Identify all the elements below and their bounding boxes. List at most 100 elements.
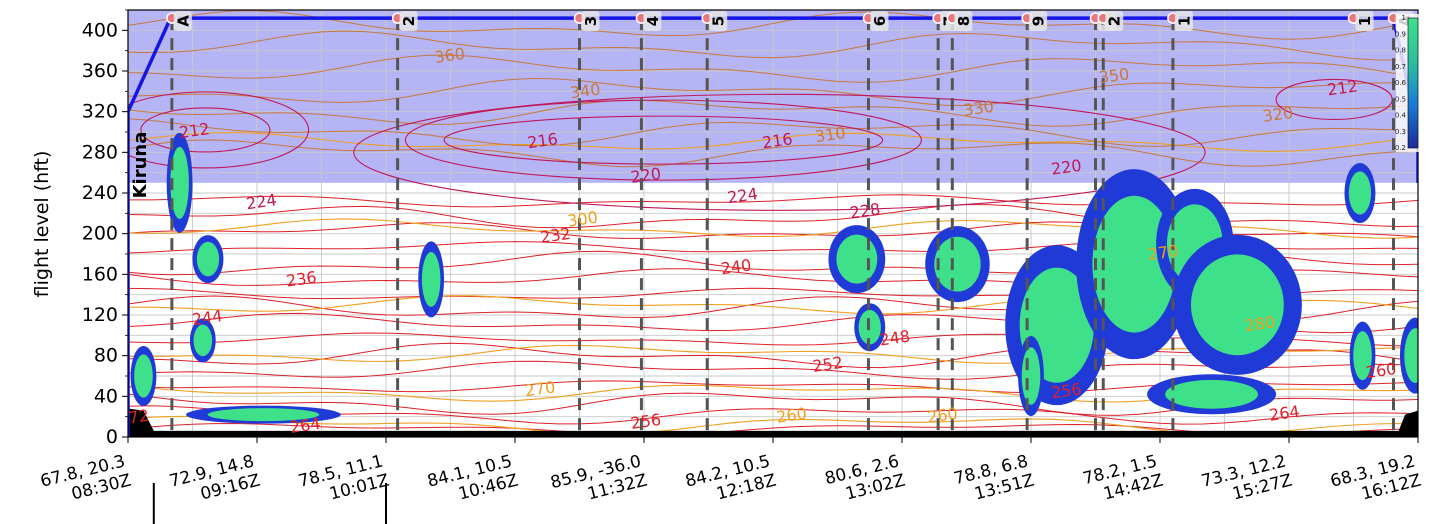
waypoint-label-bg — [399, 11, 418, 31]
isoline-label: 360 — [433, 44, 466, 67]
colorbar-tick-label: 0.6 — [1395, 79, 1407, 87]
isoline-label: 260 — [775, 404, 808, 427]
theta-isoline — [128, 131, 1418, 152]
isoline-label: 340 — [569, 79, 602, 102]
isoline-label: 260 — [1365, 359, 1398, 382]
temperature-isoline — [128, 360, 1418, 380]
y-tick-label: 360 — [82, 60, 118, 82]
contour-216 — [443, 115, 884, 165]
isoline-label: 236 — [285, 268, 318, 291]
waypoint-label: 5 — [710, 16, 728, 26]
theta-isoline-upper — [128, 77, 1418, 107]
isoline-label: 212 — [1326, 76, 1359, 99]
isoline-label: 232 — [539, 224, 572, 247]
temperature-isoline — [128, 405, 1418, 425]
y-tick-label: 160 — [82, 263, 118, 285]
isoline-label: 212 — [178, 119, 211, 142]
cloud-blob-core — [1404, 328, 1418, 384]
isoline-label: 350 — [1098, 64, 1131, 87]
isoline-label: 252 — [811, 353, 844, 376]
theta-isoline-upper — [128, 118, 1418, 147]
isoline-label: 224 — [245, 190, 278, 213]
contour-212 — [140, 107, 271, 153]
cloud-blob-core — [196, 241, 220, 277]
waypoint-label: 1 — [1356, 16, 1374, 26]
cloud-blob-core — [134, 354, 153, 398]
theta-isoline-upper — [128, 54, 1418, 83]
colorbar-tick-label: 0.8 — [1395, 47, 1406, 55]
colorbar-tick-label: 0.7 — [1395, 63, 1406, 71]
y-tick-label: 0 — [106, 426, 118, 448]
waypoint-label-bg — [954, 11, 973, 31]
waypoint-label-bg — [1174, 11, 1193, 31]
waypoint-label-bg — [1355, 11, 1374, 31]
cloud-blob-core — [1190, 254, 1284, 356]
colorbar-tick-label: 0.3 — [1395, 128, 1406, 136]
isoline-label: 330 — [962, 97, 995, 120]
waypoint-label: 6 — [871, 16, 889, 26]
colorbar-tick-label: 0.5 — [1395, 95, 1406, 103]
terrain — [128, 408, 1418, 437]
waypoint-label: 2 — [400, 16, 418, 26]
cloud-blob-core — [1353, 331, 1372, 381]
colorbar-tick-label: 0.2 — [1395, 144, 1406, 152]
y-tick-label: 320 — [82, 101, 118, 123]
colorbar-tick-label: 0.9 — [1395, 30, 1406, 38]
y-tick-label: 200 — [82, 223, 118, 245]
isoline-label: 300 — [566, 208, 599, 231]
contour-216 — [128, 91, 310, 169]
cloud-blob-core — [170, 146, 189, 219]
waypoint-label: 2 — [1106, 16, 1124, 26]
isoline-label: 248 — [878, 326, 911, 349]
waypoint-label-bg — [643, 11, 662, 31]
cloud-blob-core — [207, 408, 320, 422]
isoline-label: 256 — [1050, 379, 1083, 402]
isoline-label: 220 — [629, 164, 662, 187]
waypoint-label: 8 — [955, 16, 973, 26]
waypoint-label-bg — [173, 11, 192, 31]
isoline-label: 240 — [720, 255, 753, 278]
waypoint-label-bg — [709, 11, 728, 31]
isoline-label: 320 — [1261, 103, 1294, 126]
airport-label: Kiruna — [130, 132, 151, 199]
isoline-label: 244 — [191, 306, 224, 329]
y-tick-label: 400 — [82, 19, 118, 41]
cloud-blob-core — [1165, 379, 1259, 409]
waypoint-label-bg — [581, 11, 600, 31]
waypoint-label-bg — [1029, 11, 1048, 31]
isoline-label: 264 — [1268, 402, 1301, 425]
y-tick-label: 80 — [94, 345, 118, 367]
isoline-label: 216 — [526, 129, 559, 152]
isoline-label: 264 — [289, 414, 322, 437]
y-axis-label: flight level (hft) — [31, 151, 53, 298]
isoline-label: 256 — [629, 410, 662, 433]
colorbar-bar — [1407, 17, 1419, 149]
colorbar-tick-label: 0.4 — [1395, 112, 1407, 120]
isoline-label: 228 — [849, 199, 882, 222]
isoline-label: 280 — [1243, 312, 1276, 335]
cloud-blob-core — [934, 236, 981, 292]
contour-220 — [404, 99, 922, 181]
theta-isoline-upper — [128, 30, 1418, 61]
y-tick-label: 120 — [82, 304, 118, 326]
waypoint-label: A — [174, 15, 192, 27]
isoline-label: 270 — [524, 377, 557, 400]
contour-224 — [353, 93, 1206, 211]
isoline-label: 260 — [926, 404, 959, 427]
cloud-blob-core — [1092, 195, 1176, 333]
isoline-label: 224 — [726, 184, 759, 207]
waypoint-label: 4 — [644, 16, 662, 26]
theta-isoline-upper — [128, 10, 1418, 40]
waypoint-label-bg — [1105, 11, 1124, 31]
isoline-label: 270 — [1147, 241, 1180, 264]
cloud-blob-core — [1348, 171, 1372, 215]
isoline-label: 272 — [117, 406, 150, 429]
y-tick-label: 40 — [94, 385, 118, 407]
theta-isoline-upper — [128, 139, 1418, 168]
cloud-blob-core — [193, 324, 213, 357]
cloud-blob-core — [1021, 347, 1041, 405]
waypoint-label: 1 — [1175, 16, 1193, 26]
cloud-blob-core — [836, 234, 878, 284]
